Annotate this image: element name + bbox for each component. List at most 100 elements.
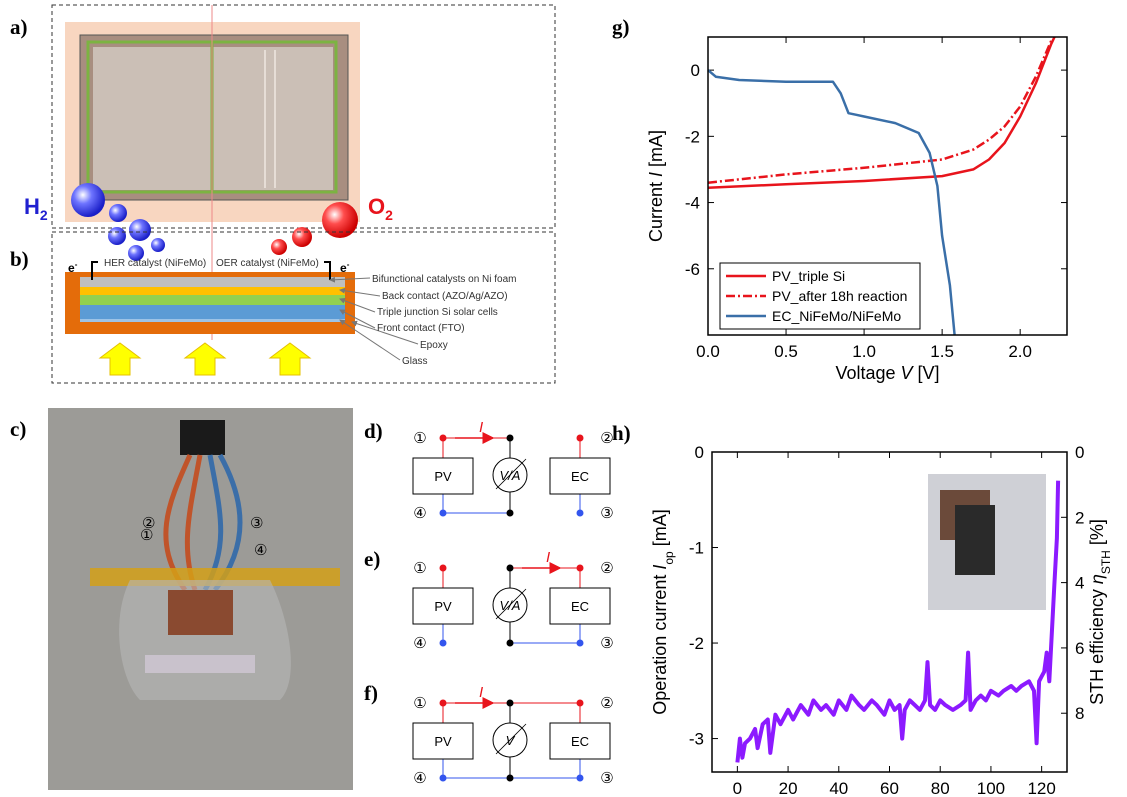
legend-label: EC_NiFeMo/NiFeMo xyxy=(772,308,901,324)
panel-b-schematic-rect xyxy=(80,295,345,305)
terminal-label: ④ xyxy=(413,504,426,522)
y2-tick-label: 2 xyxy=(1075,508,1084,527)
ec-label: EC xyxy=(571,469,589,484)
axis-label-part: [mA] xyxy=(646,130,666,172)
data-line xyxy=(708,40,1051,182)
panel-c-photo-g-text: ④ xyxy=(254,541,267,559)
panel-c-photo-g-text: ③ xyxy=(250,514,263,532)
meter-label: V/A xyxy=(500,598,521,613)
y2-axis-label: STH efficiency ηSTH [%] xyxy=(1087,519,1113,705)
axis-label-part: Current xyxy=(646,177,666,242)
panel-a-schematic-circle xyxy=(151,238,165,252)
terminal xyxy=(577,435,584,442)
y-tick-label: -3 xyxy=(689,730,704,749)
x-tick-label: 120 xyxy=(1027,779,1055,797)
panel-b-schematic-g xyxy=(100,343,310,375)
terminal-label: ② xyxy=(600,559,613,577)
panel-c-photo-rect xyxy=(145,655,255,673)
panel-a-schematic-text-tspan: H xyxy=(24,194,40,219)
pv-label: PV xyxy=(434,734,452,749)
current-label: I xyxy=(546,549,550,566)
meter-label: V/A xyxy=(500,468,521,483)
y-tick-label: -6 xyxy=(685,260,700,279)
legend-label: PV_triple Si xyxy=(772,268,845,284)
panel-labels-text: e) xyxy=(364,547,380,571)
terminal xyxy=(577,775,584,782)
panel-labels-text: h) xyxy=(612,421,631,445)
terminal xyxy=(440,775,447,782)
panel-b-schematic-rect xyxy=(80,305,345,319)
x-tick-label: 80 xyxy=(931,779,950,797)
terminal xyxy=(507,510,514,517)
panel-a-schematic-text-tspan: O xyxy=(368,194,385,219)
terminal-label: ③ xyxy=(600,634,613,652)
panel-a-schematic-circle xyxy=(129,219,151,241)
figure: a) b) c) d) e) f) g) h) H2 O2 HER ca xyxy=(0,0,1127,797)
panel-b-schematic-g-path xyxy=(100,343,140,375)
terminal-label: ② xyxy=(600,429,613,447)
axis-label-part: [V] xyxy=(913,363,940,383)
x-tick-label: 1.0 xyxy=(852,342,876,361)
panel-a-schematic-text-tspan: 2 xyxy=(385,207,393,223)
legend-label: PV_after 18h reaction xyxy=(772,288,907,304)
x-tick-label: 2.0 xyxy=(1008,342,1032,361)
panel-a-schematic-circle xyxy=(71,183,105,217)
panel-a-schematic-circle xyxy=(109,204,127,222)
panel-b-schematic-rect xyxy=(80,277,345,287)
axis-label-part: Operation current xyxy=(650,570,670,715)
ec-label: EC xyxy=(571,734,589,749)
panel-b-schematic: HER catalyst (NiFeMo) OER catalyst (NiFe… xyxy=(52,232,555,383)
y2-tick-label: 6 xyxy=(1075,639,1084,658)
x-tick-label: 20 xyxy=(779,779,798,797)
y-tick-label: -2 xyxy=(685,127,700,146)
terminal xyxy=(577,565,584,572)
terminal-label: ④ xyxy=(413,769,426,787)
terminal-label: ③ xyxy=(600,769,613,787)
panel-labels-text: b) xyxy=(10,247,29,271)
y2-tick-label: 8 xyxy=(1075,704,1084,723)
panel-a-schematic-circle xyxy=(271,239,287,255)
terminal-label: ① xyxy=(413,429,426,447)
panel-b-schematic-rect xyxy=(80,287,345,295)
y-tick-label: -1 xyxy=(689,539,704,558)
y-tick-label: 0 xyxy=(691,61,700,80)
panel-b-schematic-text: OER catalyst (NiFeMo) xyxy=(216,258,319,269)
panel-b-schematic-g-path xyxy=(185,343,225,375)
x-tick-label: 100 xyxy=(977,779,1005,797)
terminal xyxy=(577,510,584,517)
x-tick-label: 60 xyxy=(880,779,899,797)
terminal xyxy=(440,435,447,442)
panel-a-schematic-text-tspan: 2 xyxy=(40,207,48,223)
terminal xyxy=(440,510,447,517)
y-axis-label: Operation current Iop [mA] xyxy=(650,509,676,714)
axis-label-part: op xyxy=(662,551,676,565)
x-tick-label: 0.0 xyxy=(696,342,720,361)
panel-b-schematic-text-tspan: - xyxy=(75,260,78,269)
terminal xyxy=(507,435,514,442)
y2-tick-label: 0 xyxy=(1075,443,1084,462)
x-tick-label: 40 xyxy=(829,779,848,797)
terminal-label: ④ xyxy=(413,634,426,652)
panel-c-photo: ① ② ③ ④ xyxy=(48,408,353,790)
panel-c-photo-rect xyxy=(180,420,225,455)
axis-label-part: η xyxy=(1087,574,1107,584)
terminal xyxy=(577,700,584,707)
y2-tick-label: 4 xyxy=(1075,574,1084,593)
panel-labels-text: g) xyxy=(612,15,630,39)
panel-b-schematic-text: Epoxy xyxy=(420,340,448,351)
panel-b-schematic-text: HER catalyst (NiFeMo) xyxy=(104,258,206,269)
axis-label-part: [mA] xyxy=(650,509,670,551)
axis-label-part: STH efficiency xyxy=(1087,584,1107,705)
terminal xyxy=(507,565,514,572)
terminal-label: ② xyxy=(600,694,613,712)
terminal xyxy=(507,700,514,707)
terminal xyxy=(507,775,514,782)
meter-label: V xyxy=(506,733,516,748)
terminal xyxy=(440,640,447,647)
terminal-label: ① xyxy=(413,559,426,577)
x-tick-label: 1.5 xyxy=(930,342,954,361)
y-tick-label: -2 xyxy=(689,634,704,653)
panel-labels-text: c) xyxy=(10,417,26,441)
panel-b-schematic-text: Back contact (AZO/Ag/AZO) xyxy=(382,291,508,302)
